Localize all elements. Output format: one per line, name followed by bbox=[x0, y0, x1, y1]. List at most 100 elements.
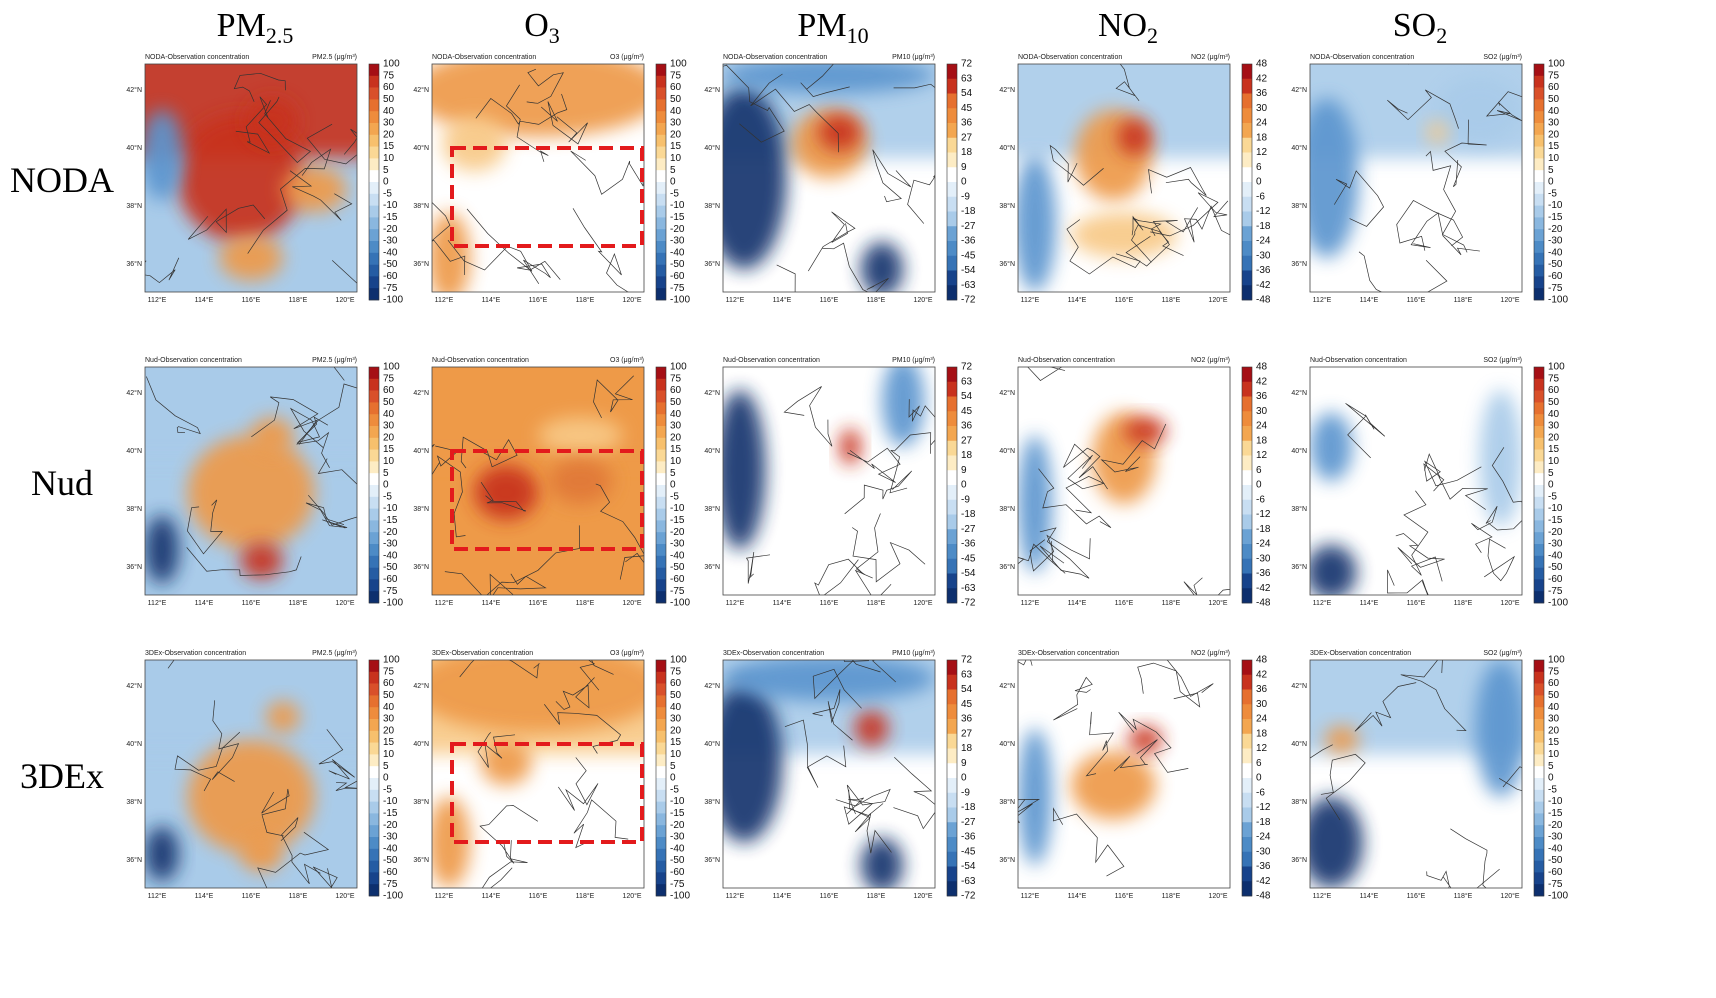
border-line bbox=[1396, 200, 1464, 251]
colorbar-cell bbox=[1534, 288, 1544, 301]
lat-label: 36°N bbox=[126, 856, 142, 864]
colorbar-cell bbox=[369, 591, 379, 604]
colorbar-tick-label: -27 bbox=[961, 817, 976, 828]
border-line bbox=[1038, 468, 1112, 529]
colorbar-tick-label: -36 bbox=[1256, 861, 1271, 872]
colorbar-tick-label: -5 bbox=[1548, 784, 1557, 795]
map-blob bbox=[839, 428, 861, 466]
lon-label: 112°E bbox=[435, 599, 454, 607]
colorbar-cell bbox=[1534, 485, 1544, 498]
colorbar-cell bbox=[656, 193, 666, 206]
colorbar-cell bbox=[369, 205, 379, 218]
border-line bbox=[812, 660, 862, 709]
colorbar-tick-label: 75 bbox=[1548, 373, 1560, 384]
colorbar-cell bbox=[1242, 851, 1252, 867]
lon-label: 116°E bbox=[1407, 892, 1426, 900]
border-line bbox=[558, 757, 599, 811]
colorbar-tick-label: -72 bbox=[961, 295, 976, 306]
colorbar-cell bbox=[1534, 496, 1544, 509]
colorbar-cell bbox=[369, 813, 379, 826]
colorbar-cell bbox=[1534, 778, 1544, 791]
panel-title: NODA-Observation concentration bbox=[432, 54, 536, 61]
map-panel: 3DEx-Observation concentration PM2.5 (μg/… bbox=[126, 650, 403, 902]
colorbar-tick-label: 0 bbox=[1548, 177, 1554, 188]
colorbar-tick-label: -54 bbox=[961, 265, 976, 276]
colorbar-tick-label: 54 bbox=[961, 88, 973, 99]
colorbar-cell bbox=[369, 217, 379, 230]
colorbar-cell bbox=[656, 205, 666, 218]
lon-label: 114°E bbox=[1068, 296, 1087, 304]
lat-label: 38°N bbox=[126, 202, 142, 210]
border-line bbox=[1387, 89, 1459, 129]
colorbar-cell bbox=[656, 508, 666, 521]
lon-label: 120°E bbox=[1500, 599, 1519, 607]
colorbar-tick-label: 6 bbox=[1256, 465, 1262, 476]
panel-title: 3DEx-Observation concentration bbox=[723, 650, 824, 657]
colorbar-tick-label: 20 bbox=[383, 129, 395, 140]
map-blob bbox=[854, 710, 889, 747]
border-line bbox=[1403, 490, 1443, 582]
border-line bbox=[848, 789, 892, 854]
colorbar-tick-label: 30 bbox=[383, 421, 395, 432]
colorbar-tick-label: -5 bbox=[383, 784, 392, 795]
colorbar-cell bbox=[656, 390, 666, 403]
colorbar-cell bbox=[947, 529, 957, 545]
border-line bbox=[540, 101, 588, 145]
row-label: 3DEx bbox=[20, 756, 104, 796]
colorbar-cell bbox=[1534, 683, 1544, 696]
border-line bbox=[1400, 660, 1467, 731]
map-blob bbox=[818, 114, 861, 151]
map-blob bbox=[860, 241, 904, 292]
colorbar-tick-label: 0 bbox=[670, 773, 676, 784]
map-frame bbox=[722, 366, 936, 596]
colorbar-tick-label: 0 bbox=[1256, 480, 1262, 491]
lon-label: 118°E bbox=[867, 296, 886, 304]
colorbar-tick-label: -20 bbox=[1548, 820, 1563, 831]
colorbar-tick-label: -24 bbox=[1256, 236, 1271, 247]
colorbar-cell bbox=[1534, 217, 1544, 230]
colorbar-cell bbox=[1534, 660, 1544, 673]
colorbar-tick-label: 10 bbox=[383, 749, 395, 760]
row-label: Nud bbox=[31, 463, 93, 503]
colorbar-tick-label: -30 bbox=[1256, 250, 1271, 261]
colorbar-cell bbox=[369, 367, 379, 380]
lat-label: 42°N bbox=[1291, 86, 1307, 94]
lon-label: 116°E bbox=[820, 296, 839, 304]
lon-label: 112°E bbox=[148, 599, 167, 607]
colorbar-tick-label: -100 bbox=[670, 891, 690, 902]
colorbar-tick-label: -75 bbox=[1548, 879, 1563, 890]
colorbar-cell bbox=[947, 792, 957, 808]
map-blob bbox=[1310, 544, 1357, 595]
colorbar-tick-label: 50 bbox=[670, 690, 682, 701]
map-blob bbox=[265, 701, 300, 733]
colorbar-cell bbox=[1534, 872, 1544, 885]
border-line bbox=[1018, 799, 1041, 823]
colorbar-tick-label: -48 bbox=[1256, 598, 1271, 609]
map-panel: 3DEx-Observation concentration SO2 (μg/m³… bbox=[1291, 650, 1568, 902]
colorbar-cell bbox=[947, 514, 957, 530]
colorbar-tick-label: 9 bbox=[961, 758, 967, 769]
colorbar-frame bbox=[1533, 63, 1545, 301]
colorbar-cell bbox=[947, 152, 957, 168]
colorbar-tick-label: 40 bbox=[1548, 409, 1560, 420]
lon-label: 114°E bbox=[482, 296, 501, 304]
colorbar-cell bbox=[1242, 285, 1252, 301]
colorbar-tick-label: -60 bbox=[670, 271, 685, 282]
colorbar-tick-label: 15 bbox=[383, 444, 395, 455]
colorbar-cell bbox=[1242, 381, 1252, 397]
colorbar-tick-label: -100 bbox=[1548, 598, 1568, 609]
colorbar-frame bbox=[946, 659, 958, 897]
border-line bbox=[625, 552, 644, 564]
colorbar-cell bbox=[947, 167, 957, 183]
colorbar-tick-label: 6 bbox=[1256, 758, 1262, 769]
colorbar-cell bbox=[369, 158, 379, 171]
lon-label: 112°E bbox=[1021, 296, 1040, 304]
colorbar-cell bbox=[656, 884, 666, 897]
lat-label: 40°N bbox=[704, 144, 720, 152]
colorbar-tick-label: -10 bbox=[1548, 796, 1563, 807]
map-blob bbox=[442, 116, 507, 172]
colorbar-cell bbox=[656, 378, 666, 391]
lat-label: 38°N bbox=[1291, 202, 1307, 210]
panel-title: NODA-Observation concentration bbox=[1018, 54, 1122, 61]
colorbar-tick-label: -63 bbox=[961, 280, 976, 291]
